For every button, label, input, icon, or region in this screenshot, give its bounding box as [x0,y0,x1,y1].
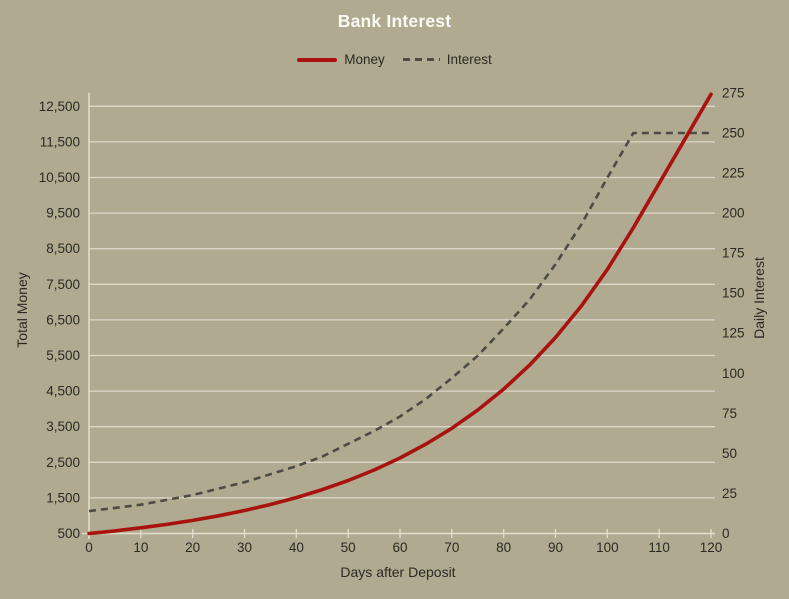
y-right-tick-label: 75 [722,406,737,421]
y-left-tick-label: 12,500 [39,99,80,114]
y-right-tick-label: 175 [722,246,745,261]
left-axis-title: Total Money [14,272,30,347]
y-left-tick-label: 3,500 [46,419,80,434]
y-left-tick-label: 7,500 [46,277,80,292]
x-tick-label: 40 [289,540,304,555]
x-tick-label: 20 [185,540,200,555]
legend-item-interest: Interest [402,52,492,67]
x-tick-label: 120 [700,540,723,555]
x-tick-label: 100 [596,540,619,555]
money-line-path [87,92,713,536]
y-right-tick-label: 100 [722,366,745,381]
y-right-tick-label: 150 [722,286,745,301]
interest-line-path [88,131,711,513]
x-axis-title: Days after Deposit [340,564,455,580]
x-tick-label: 80 [496,540,511,555]
x-tick-label: 10 [133,540,148,555]
interest-line-swatch-icon [402,58,440,61]
chart-title: Bank Interest [337,11,452,31]
legend-label-interest: Interest [446,52,492,67]
y-right-tick-label: 225 [722,166,745,181]
y-right-tick-label: 25 [722,486,737,501]
y-right-tick-label: 250 [722,125,745,140]
x-tick-label: 0 [85,540,93,555]
y-left-tick-label: 9,500 [46,206,80,221]
x-tick-label: 50 [341,540,356,555]
y-left-tick-label: 11,500 [40,134,80,149]
y-left-tick-label: 500 [57,526,80,541]
legend-label-money: Money [344,52,385,67]
y-right-tick-label: 50 [722,446,737,461]
y-left-tick-label: 10,500 [39,170,80,185]
y-left-tick-label: 1,500 [46,490,80,505]
legend: Money Interest [0,52,789,67]
legend-item-money: Money [297,52,385,67]
x-tick-label: 90 [548,540,563,555]
money-line-swatch-icon [297,57,338,62]
x-tick-label: 60 [392,540,407,555]
right-axis-title: Daily Interest [751,257,767,339]
y-left-tick-label: 6,500 [46,312,80,327]
y-left-tick-label: 4,500 [46,384,80,399]
y-left-tick-label: 2,500 [46,455,80,470]
x-tick-label: 110 [648,540,670,555]
y-left-tick-label: 8,500 [46,241,80,256]
y-right-tick-label: 200 [722,206,745,221]
x-tick-label: 30 [237,540,252,555]
y-left-tick-label: 5,500 [46,348,80,363]
x-tick-label: 70 [444,540,459,555]
y-right-tick-label: 125 [722,326,745,341]
y-right-tick-label: 275 [722,85,745,100]
y-right-tick-label: 0 [722,526,730,541]
